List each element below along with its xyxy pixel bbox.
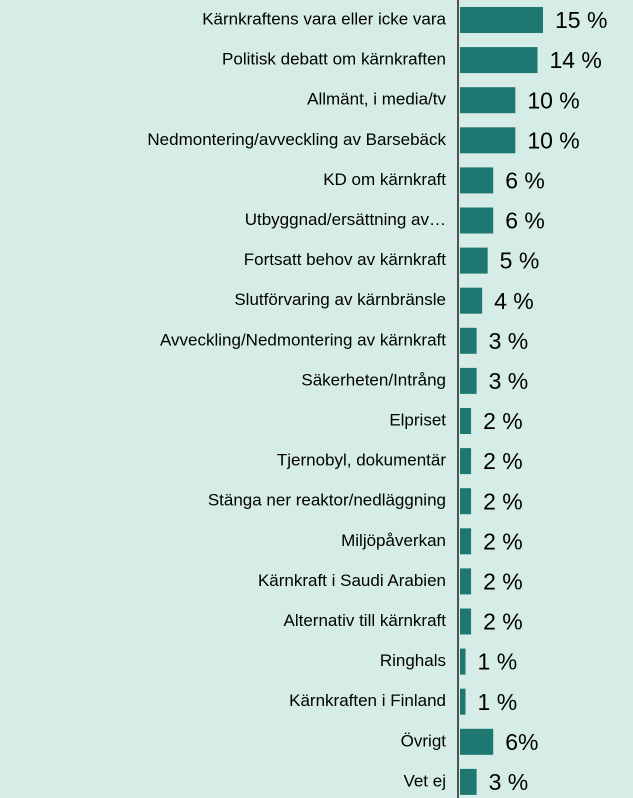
bar bbox=[460, 648, 466, 675]
category-label: Allmänt, i media/tv bbox=[307, 90, 446, 109]
bar bbox=[460, 367, 477, 394]
category-label: Kärnkraft i Saudi Arabien bbox=[258, 571, 446, 590]
bar bbox=[460, 728, 494, 755]
bar bbox=[460, 127, 516, 154]
value-label: 2 % bbox=[483, 609, 523, 635]
category-label: Alternativ till kärnkraft bbox=[284, 611, 447, 630]
bar bbox=[460, 207, 494, 234]
bar bbox=[460, 327, 477, 354]
bar bbox=[460, 7, 543, 33]
category-label: Stänga ner reaktor/nedläggning bbox=[208, 491, 446, 510]
category-label: Kärnkraften i Finland bbox=[289, 691, 446, 710]
category-label: Slutförvaring av kärnbränsle bbox=[234, 290, 446, 309]
value-label: 5 % bbox=[500, 248, 540, 274]
bar bbox=[460, 568, 472, 595]
value-label: 14 % bbox=[549, 47, 601, 73]
bar bbox=[460, 47, 538, 74]
value-label: 6% bbox=[505, 729, 538, 755]
bar bbox=[460, 528, 472, 555]
bar bbox=[460, 488, 472, 515]
bar bbox=[460, 768, 477, 795]
value-label: 1 % bbox=[478, 689, 518, 715]
category-label: Miljöpåverkan bbox=[341, 531, 446, 550]
value-label: 6 % bbox=[505, 167, 545, 193]
value-label: 2 % bbox=[483, 488, 523, 514]
category-label: Politisk debatt om kärnkraften bbox=[222, 50, 446, 69]
bar bbox=[460, 87, 516, 114]
bar bbox=[460, 448, 472, 475]
category-label: Ringhals bbox=[380, 651, 446, 670]
category-label: Fortsatt behov av kärnkraft bbox=[244, 250, 446, 269]
value-label: 10 % bbox=[527, 87, 579, 113]
category-label: Kärnkraftens vara eller icke vara bbox=[202, 9, 446, 28]
value-label: 3 % bbox=[489, 368, 529, 394]
category-label: Vet ej bbox=[403, 771, 446, 790]
value-label: 1 % bbox=[478, 649, 518, 675]
category-label: Övrigt bbox=[401, 731, 447, 750]
value-label: 15 % bbox=[555, 7, 607, 33]
category-label: Elpriset bbox=[389, 410, 446, 429]
value-label: 3 % bbox=[489, 328, 529, 354]
category-label: Tjernobyl, dokumentär bbox=[277, 451, 446, 470]
bar bbox=[460, 287, 483, 314]
category-label: KD om kärnkraft bbox=[323, 170, 446, 189]
value-label: 2 % bbox=[483, 568, 523, 594]
category-label: Avveckling/Nedmontering av kärnkraft bbox=[160, 330, 446, 349]
category-label: Säkerheten/Intrång bbox=[301, 370, 446, 389]
value-label: 2 % bbox=[483, 528, 523, 554]
value-label: 3 % bbox=[489, 769, 529, 795]
bar bbox=[460, 688, 466, 715]
bar bbox=[460, 167, 494, 194]
bar bbox=[460, 608, 472, 635]
bar bbox=[460, 408, 472, 434]
value-label: 6 % bbox=[505, 208, 545, 234]
value-label: 4 % bbox=[494, 288, 534, 314]
category-label: Nedmontering/avveckling av Barsebäck bbox=[147, 130, 446, 149]
value-label: 2 % bbox=[483, 408, 523, 434]
category-label: Utbyggnad/ersättning av… bbox=[245, 210, 446, 229]
bar bbox=[460, 247, 488, 274]
value-label: 2 % bbox=[483, 448, 523, 474]
value-label: 10 % bbox=[527, 127, 579, 153]
